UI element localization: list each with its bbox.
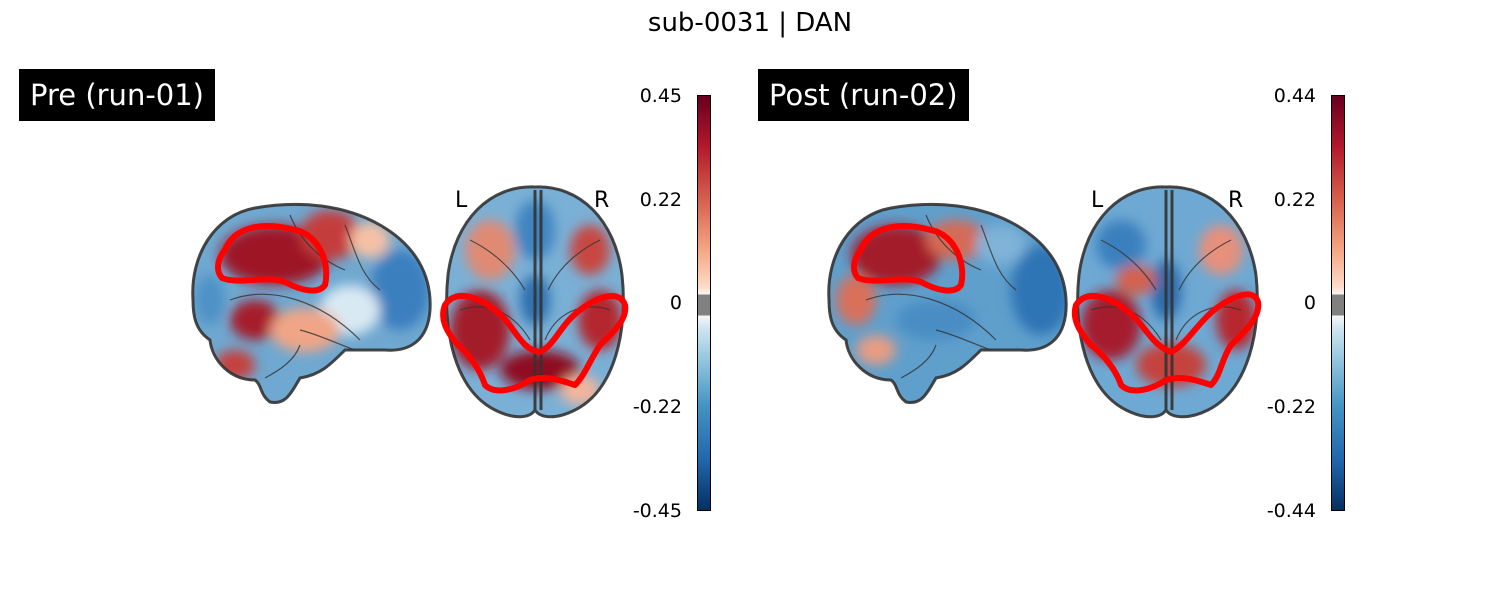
panel-pre: Pre (run-01) xyxy=(0,0,711,600)
left-hemisphere-marker: L xyxy=(1091,188,1104,213)
roi-outline-axial xyxy=(440,293,629,394)
right-hemisphere-marker: R xyxy=(594,188,610,213)
colorbar-tick: -0.44 xyxy=(1266,500,1316,522)
figure-title: sub-0031 | DAN xyxy=(647,8,853,38)
colorbar-tick: -0.22 xyxy=(632,396,682,418)
colorbar-tick: 0 xyxy=(1303,292,1316,314)
panel-post: Post (run-02) xyxy=(636,0,1345,600)
colorbar-tick: 0 xyxy=(669,292,682,314)
roi-outline-sagittal xyxy=(851,223,966,294)
colorbar-tick: 0.22 xyxy=(639,189,682,211)
roi-outline-axial xyxy=(1071,291,1262,394)
axial-outline xyxy=(445,185,625,419)
colorbar-tick: -0.22 xyxy=(1266,396,1316,418)
colorbar xyxy=(697,95,711,511)
colorbar-tick: 0.22 xyxy=(1273,189,1316,211)
brain-glass-views xyxy=(827,185,1262,419)
sagittal-outline xyxy=(191,202,432,405)
roi-outline-sagittal xyxy=(215,223,330,294)
sagittal-outline xyxy=(827,202,1068,405)
colorbar-tick: 0.45 xyxy=(639,85,682,107)
colorbar xyxy=(1331,95,1345,511)
panel-label: Pre (run-01) xyxy=(19,69,215,121)
left-hemisphere-marker: L xyxy=(455,188,468,213)
colorbar-tick: 0.44 xyxy=(1273,85,1316,107)
right-hemisphere-marker: R xyxy=(1228,188,1244,213)
brain-glass-views xyxy=(191,185,629,419)
axial-outline xyxy=(1076,185,1259,419)
colorbar-tick: -0.45 xyxy=(632,500,682,522)
panel-label: Post (run-02) xyxy=(758,69,969,121)
